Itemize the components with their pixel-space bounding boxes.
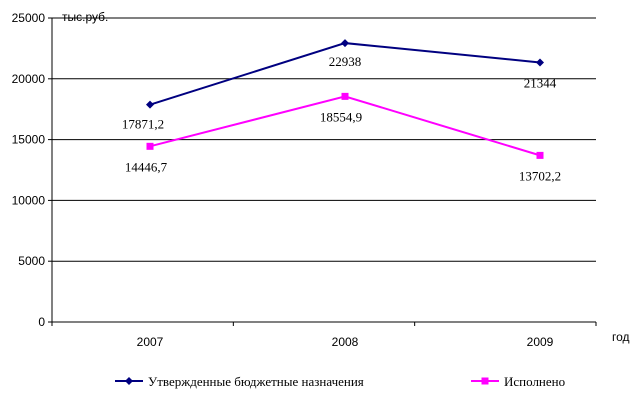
y-tick-labels: 0 5000 10000 15000 20000 25000	[12, 11, 46, 329]
x-tick-labels: 2007 2008 2009	[51, 322, 597, 349]
y-tick-label: 0	[38, 315, 45, 329]
y-tick-label: 5000	[18, 254, 45, 268]
series-line-2	[149, 95, 541, 157]
y-tick-label: 20000	[12, 72, 46, 86]
series-2-point	[536, 151, 544, 159]
legend-marker-square	[481, 377, 489, 385]
legend: Утвержденные бюджетные назначения Исполне…	[115, 374, 565, 389]
series-2-point	[146, 142, 154, 150]
y-tick-label: 15000	[12, 133, 46, 147]
series-1-point	[536, 58, 544, 67]
x-tick-label: 2007	[137, 335, 164, 349]
series-2-point	[341, 92, 349, 100]
data-label: 17871,2	[122, 117, 164, 132]
x-tick-label: 2008	[332, 335, 359, 349]
y-tick-label: 25000	[12, 11, 46, 25]
data-label: 21344	[524, 75, 557, 90]
data-label: 14446,7	[125, 159, 168, 174]
y-axis-unit-label: тыс.руб.	[62, 10, 108, 24]
series-1-point	[146, 100, 154, 109]
x-axis-unit-label: год	[612, 330, 630, 344]
legend-label: Утвержденные бюджетные назначения	[148, 374, 364, 389]
data-label: 18554,9	[320, 109, 362, 124]
data-labels: 17871,2 22938 21344 14446,7 18554,9 13702,2	[122, 54, 561, 183]
data-label: 13702,2	[519, 168, 561, 183]
legend-label: Исполнено	[504, 374, 565, 389]
x-tick-label: 2009	[527, 335, 554, 349]
legend-marker-diamond	[125, 377, 133, 385]
gridlines	[48, 17, 596, 323]
data-label: 22938	[329, 54, 362, 69]
series-group	[146, 39, 544, 159]
y-tick-label: 10000	[12, 193, 46, 207]
series-1-point	[341, 39, 349, 48]
